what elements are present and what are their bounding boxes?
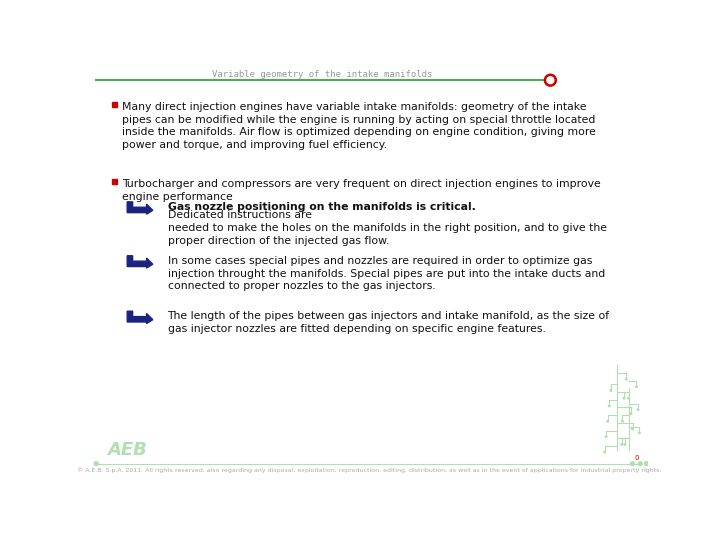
Text: AEB: AEB (107, 441, 147, 459)
Bar (112, 179, 117, 184)
Circle shape (606, 436, 607, 437)
Circle shape (639, 462, 642, 465)
Circle shape (610, 390, 611, 392)
Circle shape (639, 432, 640, 434)
Circle shape (545, 75, 556, 85)
Polygon shape (127, 256, 153, 268)
Circle shape (621, 444, 622, 445)
Text: 0: 0 (635, 455, 639, 461)
Circle shape (628, 397, 629, 399)
Text: Dedicated instructions are
needed to make the holes on the manifolds in the righ: Dedicated instructions are needed to mak… (168, 211, 606, 246)
Circle shape (644, 462, 649, 465)
Polygon shape (127, 311, 153, 323)
Text: Gas nozzle positioning on the manifolds is critical.: Gas nozzle positioning on the manifolds … (168, 202, 475, 212)
Circle shape (608, 405, 610, 407)
Circle shape (636, 386, 637, 387)
Text: Many direct injection engines have variable intake manifolds: geometry of the in: Many direct injection engines have varia… (122, 102, 595, 150)
Circle shape (630, 413, 631, 414)
Text: The length of the pipes between gas injectors and intake manifold, as the size o: The length of the pipes between gas inje… (168, 311, 610, 334)
Circle shape (637, 409, 639, 410)
Text: Turbocharger and compressors are very frequent on direct injection engines to im: Turbocharger and compressors are very fr… (122, 179, 600, 201)
Text: © A.E.B. S.p.A. 2011. All rights reserved, also regarding any disposal, exploita: © A.E.B. S.p.A. 2011. All rights reserve… (77, 468, 661, 473)
Text: In some cases special pipes and nozzles are required in order to optimize gas
in: In some cases special pipes and nozzles … (168, 256, 605, 292)
Circle shape (624, 444, 626, 445)
Circle shape (604, 451, 606, 453)
Circle shape (631, 462, 634, 465)
Text: Variable geometry of the intake manifolds: Variable geometry of the intake manifold… (212, 70, 433, 79)
Circle shape (621, 421, 624, 422)
Polygon shape (127, 202, 153, 214)
Bar (112, 102, 117, 107)
Text: 2  4: 2 4 (636, 468, 648, 472)
Circle shape (626, 378, 627, 380)
Circle shape (607, 421, 608, 422)
Circle shape (631, 428, 634, 430)
Circle shape (624, 397, 625, 399)
Circle shape (94, 462, 98, 465)
